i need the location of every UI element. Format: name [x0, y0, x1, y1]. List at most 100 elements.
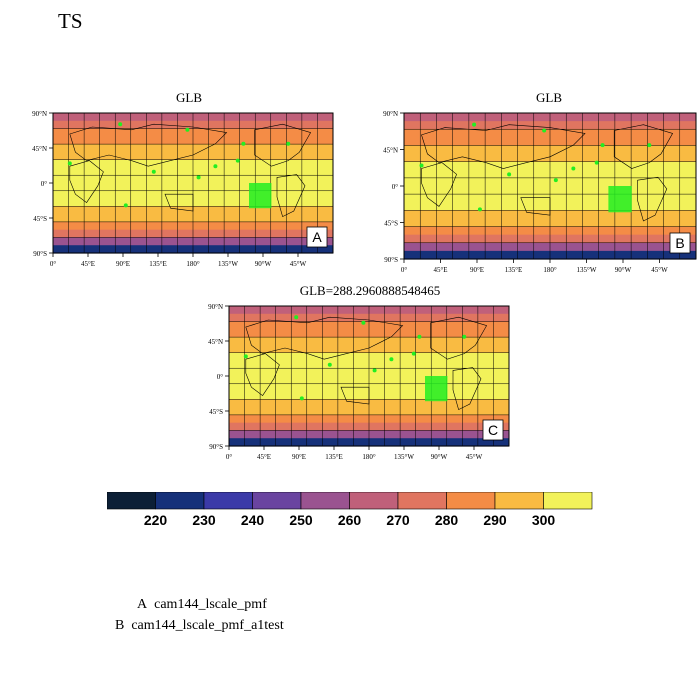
panel-a-lon-label: 90°W: [255, 260, 272, 268]
panel-b-lon-label: 90°E: [470, 266, 484, 274]
panel-a-marker: [123, 203, 128, 208]
panel-c-coastline: [245, 353, 280, 397]
panel-a-lat-label: 0°: [41, 180, 48, 188]
colorbar-box: [494, 492, 544, 510]
panel-a-lon-label: 135°E: [149, 260, 167, 268]
legend-name-a: cam144_lscale_pmf: [154, 597, 267, 612]
panel-b-marker-cluster: [608, 186, 632, 213]
panel-b-marker: [571, 166, 576, 171]
panel-b-marker: [472, 122, 477, 127]
legend-name-b: cam144_lscale_pmf_a1test: [131, 618, 284, 633]
panel-b-marker: [419, 163, 424, 168]
panel-b-lat-label: 45°N: [383, 147, 398, 155]
panel-a-lat-label: 90°S: [33, 250, 47, 258]
panel-c-lon-label: 135°E: [325, 453, 343, 461]
panel-c-label-box: [482, 419, 504, 441]
panel-b-lat-label: 90°S: [384, 256, 398, 264]
colorbar-label: 230: [192, 512, 216, 528]
colorbar-box: [446, 492, 496, 510]
panel-b-coastline: [637, 176, 668, 222]
panel-c-lon-label: 0°: [226, 453, 233, 461]
colorbar-box: [300, 492, 350, 510]
legend-key-b: B: [115, 618, 125, 633]
panel-c-lon-label: 45°W: [466, 453, 483, 461]
panel-c-label: C: [488, 422, 498, 438]
panel-c-marker: [294, 315, 299, 320]
panel-b-lon-label: 180°: [543, 266, 557, 274]
panel-c-marker: [243, 354, 248, 359]
panel-b-marker: [647, 143, 652, 148]
panel-a-marker-cluster: [249, 183, 272, 209]
panel-c-lon-label: 180°: [362, 453, 376, 461]
panel-c-title: GLB=288.2960888548465: [299, 283, 441, 298]
panel-a-marker: [286, 141, 291, 146]
panel-a-coastline: [69, 160, 104, 204]
colorbar-label: 280: [435, 512, 459, 528]
panel-a-lon-label: 135°W: [218, 260, 238, 268]
panel-a-marker: [196, 175, 201, 180]
panel-a-marker: [185, 127, 190, 132]
colorbar-label: 290: [483, 512, 507, 528]
panel-b-lon-label: 45°E: [433, 266, 447, 274]
panel-b-lon-label: 90°W: [615, 266, 632, 274]
panel-a-marker: [213, 164, 218, 169]
panel-b-lat-label: 0°: [392, 183, 399, 191]
panel-a-marker: [67, 161, 72, 166]
panel-c-coastline: [452, 367, 482, 411]
colorbar-label: 250: [289, 512, 313, 528]
panel-c-marker: [327, 362, 332, 367]
panel-c-lat-label: 45°S: [209, 408, 223, 416]
panel-b-title: GLB: [536, 90, 562, 105]
panel-a-lat-label: 90°N: [32, 110, 47, 118]
panel-b-lon-label: 135°W: [577, 266, 597, 274]
panel-c-marker: [372, 368, 377, 373]
colorbar-label: 220: [144, 512, 168, 528]
panel-b-coastline: [421, 162, 457, 207]
legend-line-b: B cam144_lscale_pmf_a1test: [115, 618, 284, 634]
panel-c-lon-label: 90°W: [431, 453, 448, 461]
panel-c-lon-label: 90°E: [292, 453, 306, 461]
colorbar-label: 270: [386, 512, 410, 528]
panel-a-lon-label: 180°: [186, 260, 200, 268]
panel-b-label: B: [675, 235, 684, 251]
panel-a-coastline: [254, 123, 312, 167]
panel-c-lat-label: 45°N: [208, 338, 223, 346]
panel-b-marker: [477, 207, 482, 212]
panel-b-marker: [507, 172, 512, 177]
panel-c-marker: [462, 334, 467, 339]
legend-line-a: A cam144_lscale_pmf: [137, 597, 267, 613]
colorbar-box: [155, 492, 205, 510]
panel-b-lat-label: 45°S: [384, 220, 398, 228]
panel-a-coastline: [276, 174, 306, 218]
panel-c-lat-label: 0°: [217, 373, 224, 381]
panel-c-marker: [389, 357, 394, 362]
panel-c-lon-label: 45°E: [257, 453, 271, 461]
panel-a-lon-label: 90°E: [116, 260, 130, 268]
panel-a-marker: [118, 122, 123, 127]
panel-b-lon-label: 135°E: [505, 266, 523, 274]
colorbar-label: 240: [241, 512, 265, 528]
panel-c-lon-label: 135°W: [394, 453, 414, 461]
legend-key-a: A: [137, 597, 148, 612]
panel-b-marker: [553, 178, 558, 183]
panel-a-lat-label: 45°S: [33, 215, 47, 223]
panel-b-marker: [542, 128, 547, 133]
panel-c-marker: [417, 334, 422, 339]
panel-b-coastline: [613, 124, 674, 169]
panel-a-label: A: [312, 229, 322, 245]
colorbar-label: 260: [338, 512, 362, 528]
panel-a-title: GLB: [176, 90, 202, 105]
colorbar-box: [252, 492, 302, 510]
panel-c-marker: [411, 351, 416, 356]
colorbar-box: [543, 492, 593, 510]
panel-a-lon-label: 0°: [50, 260, 57, 268]
panel-a-lat-label: 45°N: [32, 145, 47, 153]
panel-c-lat-label: 90°S: [209, 443, 223, 451]
panel-b-marker: [594, 160, 599, 165]
panel-a-marker: [235, 158, 240, 163]
panel-a-lon-label: 45°W: [290, 260, 307, 268]
panel-b-lat-label: 90°N: [383, 110, 398, 118]
colorbar-box: [203, 492, 253, 510]
